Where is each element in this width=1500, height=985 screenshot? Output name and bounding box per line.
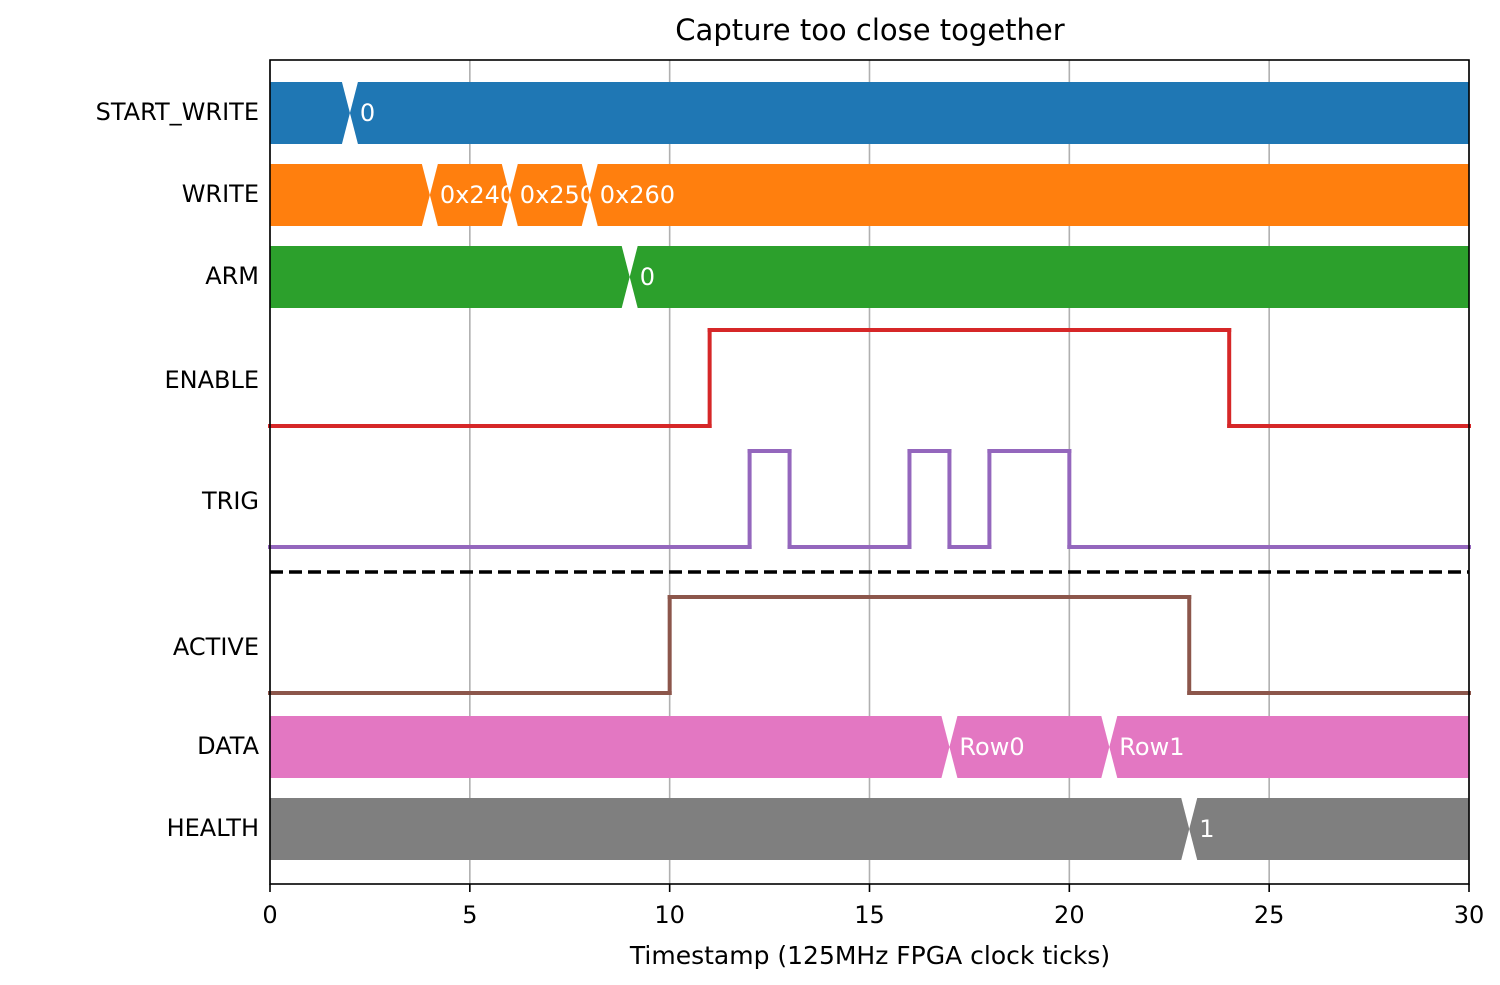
bus-segment	[629, 246, 1469, 308]
bus-label: 0x240	[440, 181, 515, 209]
bus-label: Row0	[959, 733, 1024, 761]
bus-label: Row1	[1119, 733, 1184, 761]
bus-segment	[509, 164, 590, 226]
bus-segment	[270, 82, 350, 144]
x-tick-label: 20	[1054, 901, 1085, 929]
x-tick-label: 0	[262, 901, 277, 929]
x-tick-label: 10	[654, 901, 685, 929]
bus-label: 0	[360, 99, 375, 127]
signal-name: START_WRITE	[96, 98, 259, 126]
bus-segment	[270, 716, 950, 778]
bus-label: 0x260	[600, 181, 675, 209]
bus-label: 1	[1199, 815, 1214, 843]
bus-segment	[949, 716, 1110, 778]
signal-name: ACTIVE	[173, 633, 259, 661]
plot-frame	[269, 59, 1470, 885]
bus-segment	[429, 164, 510, 226]
signal-name: HEALTH	[167, 814, 259, 842]
bus-label: 0x250	[520, 181, 595, 209]
signal-name: WRITE	[182, 180, 259, 208]
x-tick-label: 30	[1454, 901, 1485, 929]
bus-segment	[270, 798, 1190, 860]
bus-segment	[1189, 798, 1469, 860]
bus-segment	[270, 246, 630, 308]
x-tick-label: 25	[1254, 901, 1285, 929]
x-axis-label: Timestamp (125MHz FPGA clock ticks)	[629, 941, 1110, 970]
x-tick-label: 5	[462, 901, 477, 929]
signal-name: TRIG	[201, 487, 259, 515]
bus-segment	[589, 164, 1469, 226]
signal-name: ARM	[205, 262, 259, 290]
signal-name: DATA	[197, 732, 259, 760]
bus-segment	[1109, 716, 1469, 778]
bus-label: 0	[640, 263, 655, 291]
bus-segment	[270, 164, 430, 226]
signal-name: ENABLE	[164, 366, 259, 394]
bus-segment	[349, 82, 1469, 144]
x-tick-label: 15	[854, 901, 885, 929]
chart-title: Capture too close together	[675, 13, 1064, 47]
